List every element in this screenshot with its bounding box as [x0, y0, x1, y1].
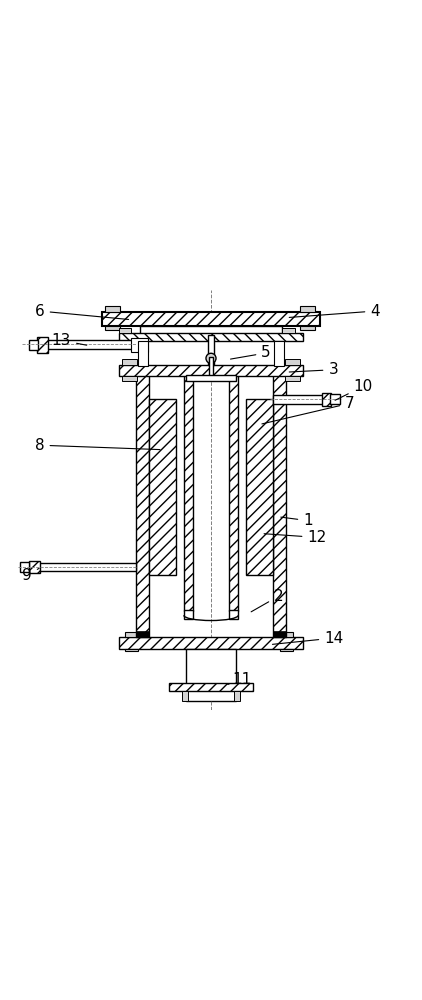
Bar	[300, 326, 315, 330]
Bar	[149, 399, 176, 575]
Bar	[285, 359, 300, 365]
Bar	[274, 341, 284, 366]
Bar	[186, 649, 236, 701]
Bar	[181, 691, 188, 701]
Bar	[186, 375, 236, 381]
Bar	[229, 610, 238, 619]
Circle shape	[206, 353, 216, 363]
Bar	[135, 631, 149, 637]
Bar	[105, 306, 120, 312]
Text: 1: 1	[281, 513, 313, 528]
Bar	[300, 306, 315, 312]
Bar	[29, 340, 38, 350]
Bar	[119, 328, 131, 333]
Bar	[280, 649, 293, 651]
Text: 5: 5	[230, 345, 271, 360]
Bar	[285, 376, 300, 381]
Bar	[229, 374, 238, 611]
Bar	[119, 365, 303, 376]
Text: 13: 13	[52, 333, 87, 348]
Bar	[138, 341, 148, 366]
Bar	[184, 610, 193, 619]
Bar	[234, 691, 241, 701]
Bar	[273, 395, 323, 404]
Bar	[140, 326, 282, 334]
Bar	[39, 563, 135, 571]
Bar	[273, 366, 287, 637]
Text: 4: 4	[289, 304, 380, 319]
Text: 9: 9	[22, 568, 39, 583]
Text: 8: 8	[35, 438, 160, 453]
Bar	[282, 328, 295, 333]
Text: 12: 12	[264, 530, 327, 545]
Text: 6: 6	[35, 304, 129, 319]
Bar	[280, 632, 293, 637]
Bar	[37, 337, 48, 353]
Bar	[273, 631, 287, 637]
Text: 7: 7	[262, 396, 355, 424]
Text: 10: 10	[335, 379, 373, 400]
Bar	[122, 376, 137, 381]
Bar	[209, 357, 213, 378]
Bar	[135, 366, 149, 637]
Bar	[29, 561, 40, 573]
Bar	[125, 649, 138, 651]
Bar	[43, 340, 135, 349]
Bar	[102, 312, 320, 326]
Bar	[169, 683, 253, 691]
Bar	[246, 399, 273, 575]
Text: 14: 14	[273, 631, 344, 646]
Text: 11: 11	[228, 672, 251, 687]
Bar	[20, 562, 30, 572]
Bar	[125, 632, 138, 637]
Bar	[122, 359, 137, 365]
Bar	[119, 637, 303, 649]
Bar	[105, 326, 120, 330]
Bar	[184, 374, 193, 611]
Text: 2: 2	[251, 589, 284, 612]
Bar	[330, 394, 340, 404]
Bar	[119, 333, 303, 341]
Bar	[208, 335, 214, 365]
Bar	[131, 338, 148, 352]
Bar	[322, 393, 331, 406]
Text: 3: 3	[289, 362, 338, 377]
